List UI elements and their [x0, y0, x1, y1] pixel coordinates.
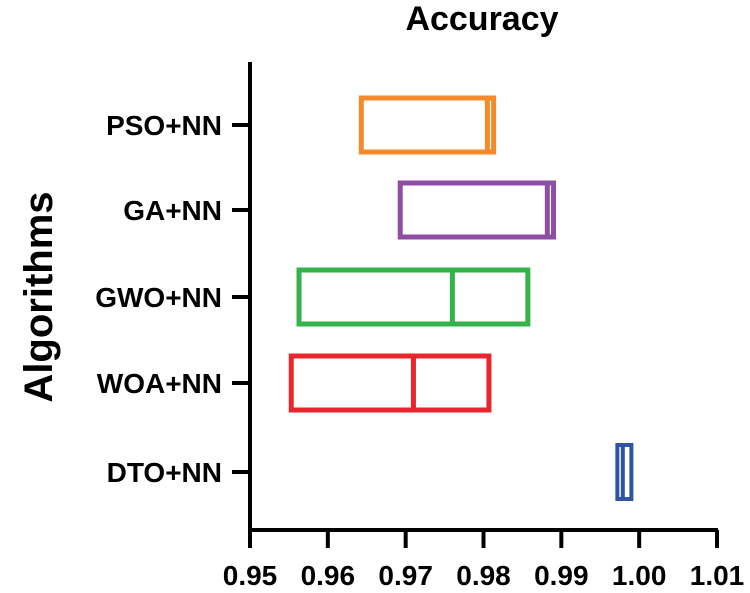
- x-tick-label: 0.95: [223, 560, 278, 591]
- box-pso-nn: [358, 95, 497, 155]
- y-tick-label: GA+NN: [123, 195, 222, 226]
- y-tick-label: WOA+NN: [97, 368, 222, 399]
- y-tick-label: DTO+NN: [107, 457, 222, 488]
- y-tick-label: GWO+NN: [95, 282, 222, 313]
- boxes-layer: [288, 95, 634, 501]
- x-tick-label: 0.96: [301, 560, 356, 591]
- box-gwo-nn: [296, 267, 531, 327]
- x-tick-label: 1.01: [690, 560, 745, 591]
- y-axis-label: Algorithms: [17, 191, 61, 402]
- y-tick-label: PSO+NN: [106, 110, 222, 141]
- x-tick-label: 0.99: [534, 560, 589, 591]
- chart-title: Accuracy: [405, 0, 558, 38]
- x-tick-label: 0.97: [378, 560, 433, 591]
- x-ticks-layer: 0.95 0.96 0.97 0.98 0.99 1.00 1.01: [223, 530, 745, 591]
- y-ticks-layer: PSO+NN GA+NN GWO+NN WOA+NN DTO+NN: [95, 110, 250, 488]
- x-tick-label: 1.00: [612, 560, 667, 591]
- box-ga-nn: [397, 180, 557, 240]
- box-woa-nn: [288, 353, 492, 413]
- x-tick-label: 0.98: [456, 560, 511, 591]
